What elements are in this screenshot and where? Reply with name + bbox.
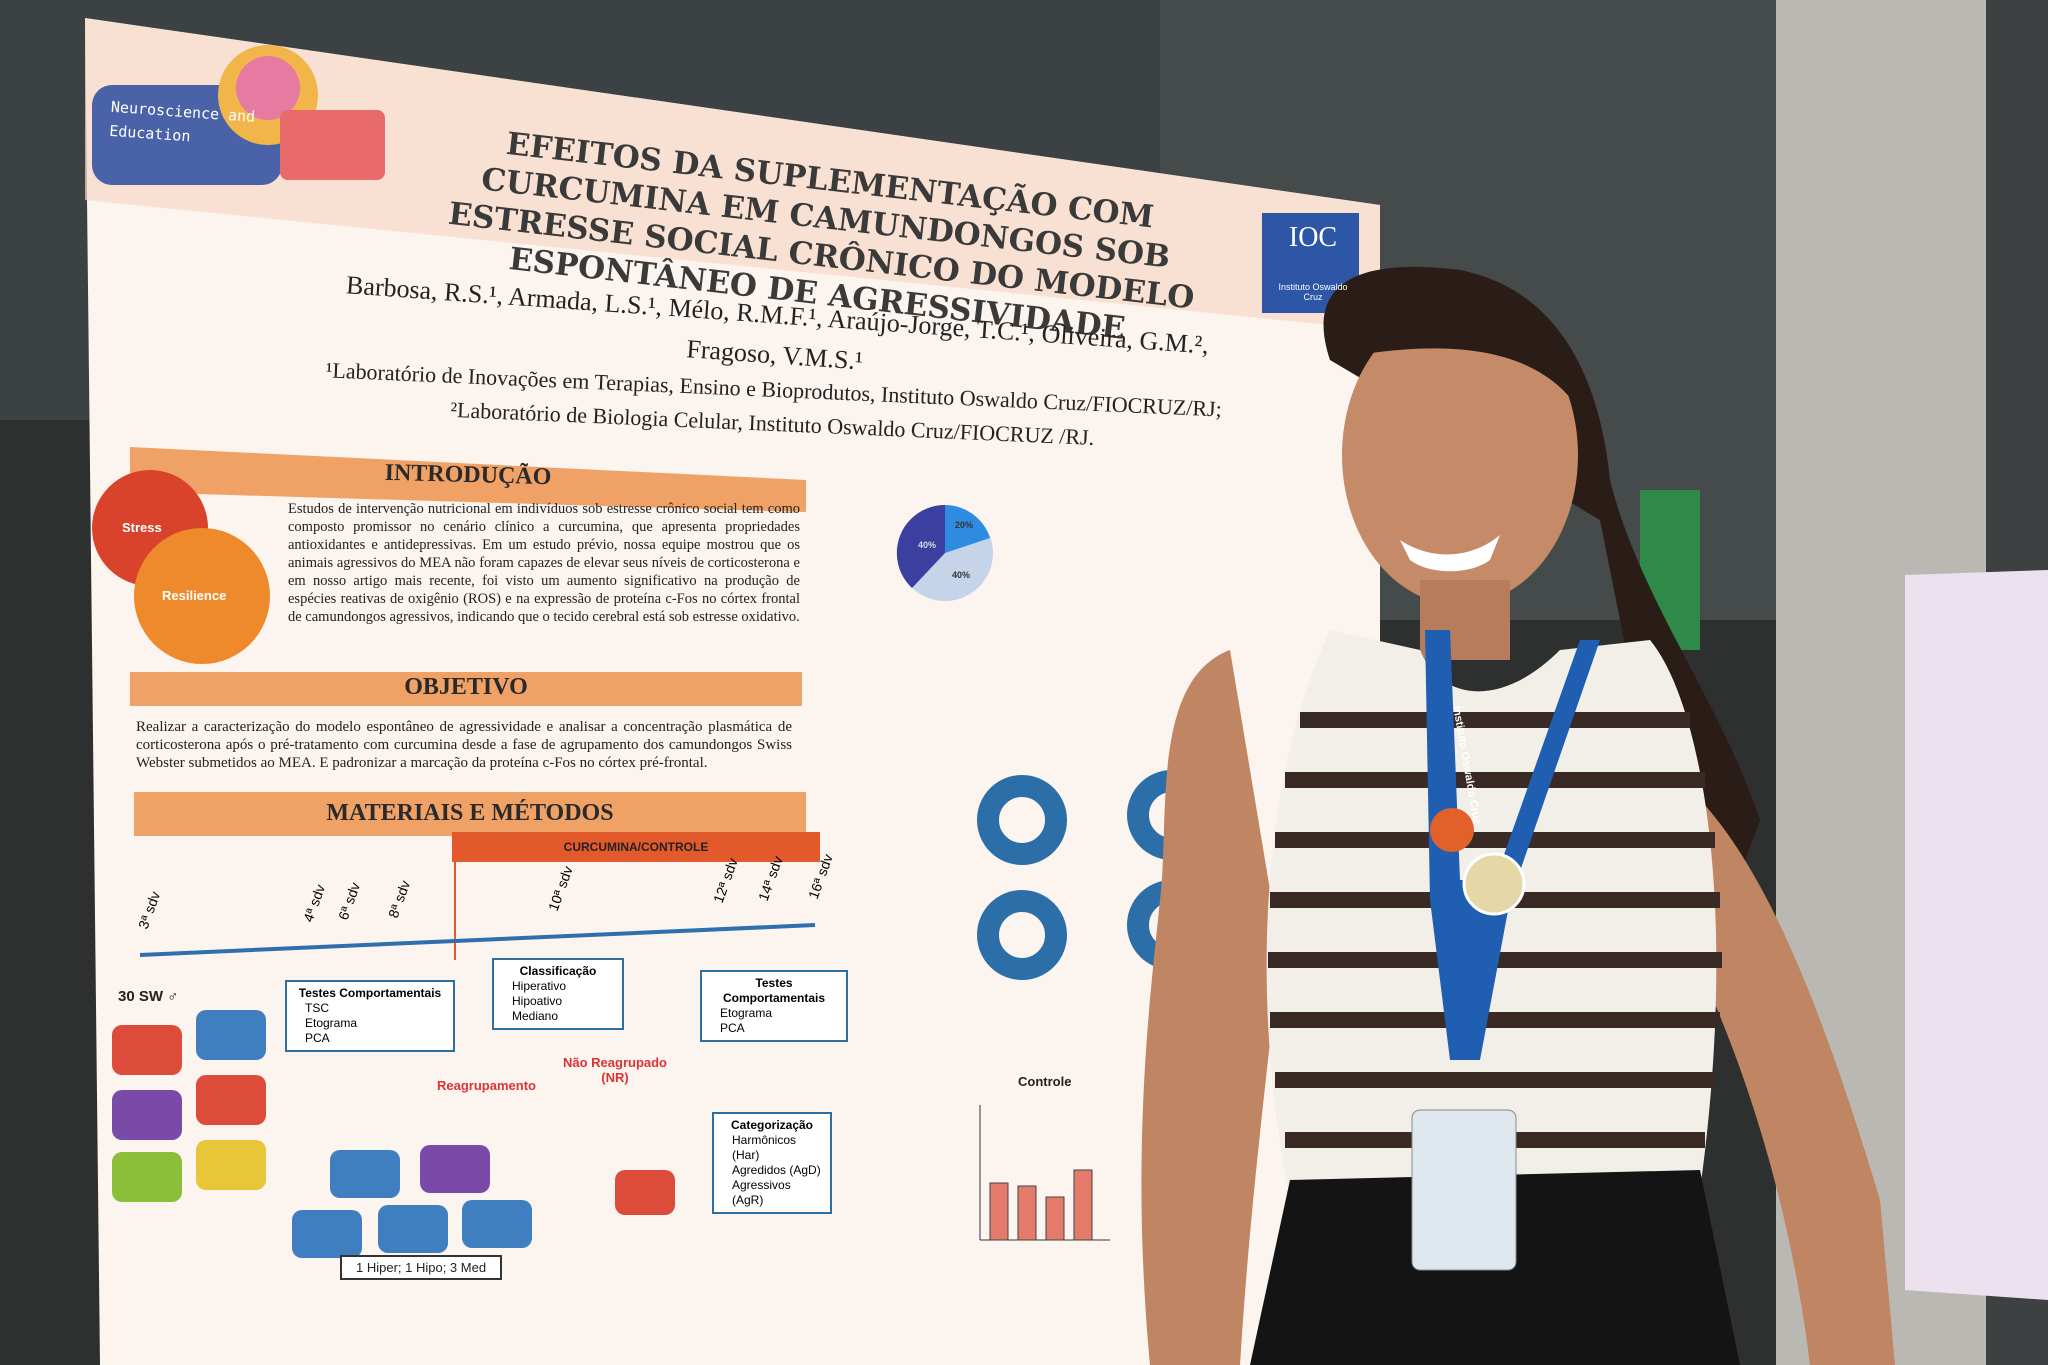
box-title: Categorização <box>730 1118 814 1132</box>
logo-abbr: IOC <box>1288 222 1338 253</box>
smile <box>1400 535 1500 572</box>
treatment-bar <box>452 832 820 862</box>
books-icon <box>280 110 385 180</box>
mice <box>196 1075 266 1125</box>
box-item: PCA <box>305 1031 330 1045</box>
treatment-label: CURCUMINA/CONTROLE <box>563 840 709 854</box>
result-label: 1 Hiper; 1 Hipo; 3 Med <box>340 1255 503 1280</box>
section-heading: OBJETIVO <box>404 674 528 700</box>
box-item: Harmônicos (Har) <box>732 1133 797 1162</box>
timeline <box>139 923 816 957</box>
bar <box>1073 1169 1093 1241</box>
box-item: Hiperativo <box>512 979 567 993</box>
section-text: Estudos de intervenção nutricional em in… <box>288 501 800 625</box>
box-item: Etograma <box>305 1016 358 1030</box>
pin <box>1430 808 1474 852</box>
mice <box>112 1090 182 1140</box>
intro-bar <box>130 447 806 512</box>
box-title: Testes Comportamentais <box>298 986 442 1000</box>
hair-top <box>1330 292 1590 430</box>
not-regrouped-label: Não Reagrupado (NR) <box>562 1055 667 1085</box>
section-text: Realizar a caracterização do modelo espo… <box>136 719 792 771</box>
pin <box>1462 852 1526 916</box>
pie-slice <box>896 504 945 588</box>
box-item: Hipoativo <box>512 994 563 1008</box>
id-badge <box>1411 1109 1517 1271</box>
mice <box>112 1152 182 1202</box>
pie-label: 20% <box>955 520 974 530</box>
pie-label: 40% <box>952 570 971 580</box>
bar-chart <box>979 1105 1110 1241</box>
box-item: TSC <box>305 1001 329 1015</box>
chart-title: Controle <box>1018 1074 1072 1089</box>
donut <box>977 775 1067 865</box>
right-arm <box>1680 780 1895 1365</box>
pie-label: 40% <box>918 540 937 550</box>
poster-header <box>85 18 1380 330</box>
section-heading: MATERIAIS E MÉTODOS <box>326 800 614 826</box>
mice <box>112 1025 182 1075</box>
bar <box>1045 1196 1065 1241</box>
resilience-circle <box>134 528 270 664</box>
resilience-label: Resilience <box>162 588 227 603</box>
box-item: Agressivos (AgR) <box>732 1178 791 1207</box>
regroup-label: Reagrupamento <box>437 1078 536 1093</box>
box-item: Mediano <box>512 1009 559 1023</box>
objetivo-bar <box>130 672 802 706</box>
box-item: PCA <box>720 1021 745 1035</box>
mice <box>420 1145 490 1193</box>
donut <box>977 890 1067 980</box>
group-label: 30 SW ♂ <box>118 988 179 1005</box>
method-box: Categorização Harmônicos (Har) Agredidos (… <box>712 1112 832 1214</box>
mice <box>196 1010 266 1060</box>
mice <box>462 1200 532 1248</box>
metodos-bar <box>134 792 806 836</box>
pie-slice <box>945 505 990 553</box>
brain-icon <box>236 56 300 120</box>
mice <box>378 1205 448 1253</box>
bar <box>1017 1185 1037 1241</box>
method-box: Testes Comportamentais TSC Etograma PCA <box>285 980 455 1052</box>
box-item: Agredidos (AgD) <box>732 1163 821 1177</box>
face <box>1342 305 1578 605</box>
box-title: Testes Comportamentais <box>722 976 826 1005</box>
method-box: Testes Comportamentais Etograma PCA <box>700 970 848 1042</box>
mice <box>330 1150 400 1198</box>
mice-groups <box>112 1010 675 1258</box>
lanyard <box>1425 630 1600 1060</box>
box-item: Etograma <box>720 1006 773 1020</box>
logo-name: Instituto Oswaldo Cruz <box>1278 282 1348 302</box>
box-title: Classificação <box>519 964 597 978</box>
left-arm <box>1141 650 1280 1365</box>
mice <box>196 1140 266 1190</box>
stress-label: Stress <box>122 520 162 535</box>
far-poster <box>1905 570 2048 1300</box>
mice <box>292 1210 362 1258</box>
method-box: Classificação Hiperativo Hipoativo Mediano <box>492 958 624 1030</box>
bar <box>989 1182 1009 1241</box>
mice <box>615 1170 675 1215</box>
